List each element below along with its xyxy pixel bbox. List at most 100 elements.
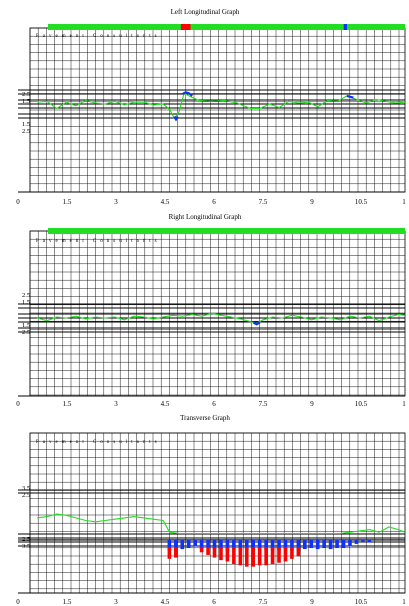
x-tick-label: 1 (402, 400, 406, 408)
depth-bar-blue (335, 540, 339, 548)
chart-title: Left Longitudinal Graph (171, 8, 240, 16)
profile-line (37, 513, 406, 535)
x-tick-label: 10.5 (355, 400, 368, 408)
x-tick-label: 3 (114, 198, 118, 206)
x-tick-label: 7.5 (259, 598, 268, 606)
depth-bar-blue (251, 540, 256, 551)
y-label: 1.5 (22, 322, 30, 329)
depth-bar-blue (212, 540, 217, 550)
anomaly-marker (181, 91, 193, 97)
x-tick-label: 3 (114, 598, 118, 606)
x-tick-label: 4.5 (161, 198, 170, 206)
depth-bar-blue (296, 540, 301, 551)
y-label: 2.5 (22, 536, 30, 543)
x-tick-label: 1 (402, 198, 406, 206)
status-bar (48, 24, 405, 30)
depth-bar-red (199, 547, 204, 553)
depth-bar-blue (315, 540, 320, 550)
watermark: Pavement Consultants (36, 34, 161, 39)
y-label: 2.5 (22, 329, 30, 336)
depth-bar-blue (238, 540, 243, 551)
grid (18, 230, 406, 397)
x-tick-label: 7.5 (259, 400, 268, 408)
depth-bar-blue (232, 540, 236, 550)
plot-frame (29, 230, 406, 397)
plot-frame (29, 432, 406, 594)
depth-bar-blue (174, 540, 178, 552)
x-tick-label: 6 (212, 598, 216, 606)
left-longitudinal-panel: Left Longitudinal Graph Pavement Consult… (16, 8, 406, 206)
anomaly-marker (252, 321, 261, 326)
right-longitudinal-panel: Right Longitudinal Graph Pavement Consul… (16, 213, 406, 408)
chart-title: Right Longitudinal Graph (169, 213, 242, 221)
x-tick-label: 10.5 (355, 198, 368, 206)
depth-bar-blue (193, 540, 197, 547)
profile-line (37, 312, 406, 324)
depth-bar-blue (257, 540, 262, 551)
depth-bar-red (174, 547, 178, 558)
status-bar-marker (180, 24, 191, 30)
depth-bar-red (244, 547, 249, 567)
depth-bar-blue (361, 540, 365, 542)
y-label: 2.5 (22, 128, 30, 135)
y-label: 2.5 (22, 91, 30, 98)
depth-bar-blue (264, 540, 268, 551)
x-tick-label: 9 (310, 598, 314, 606)
y-label: 3.5 (22, 485, 30, 492)
depth-bar-red (270, 547, 275, 565)
x-tick-label: 10.5 (355, 598, 368, 606)
x-tick-label: 6 (212, 198, 216, 206)
depth-bar-blue (199, 540, 204, 550)
depth-bar-blue (167, 540, 172, 551)
depth-bar-red (264, 547, 268, 566)
y-label: 1.5 (22, 98, 30, 105)
depth-bar-red (290, 547, 294, 559)
depth-bar-blue (270, 540, 275, 551)
watermark: Pavement Consultants (36, 239, 161, 244)
anomaly-marker (346, 94, 354, 99)
depth-bar-red (219, 547, 223, 561)
depth-bar-red (167, 547, 172, 559)
x-tick-label: 9 (310, 400, 314, 408)
x-tick-label: 1.5 (63, 598, 72, 606)
grid (18, 27, 406, 193)
x-tick-label: 9 (310, 198, 314, 206)
status-bar-marker (343, 24, 347, 30)
depth-bar-red (225, 547, 230, 562)
depth-bar-red (212, 547, 217, 558)
depth-bar-red (277, 547, 281, 563)
depth-bar-blue (354, 540, 359, 544)
depth-bar-blue (225, 540, 230, 551)
x-tick-label: 0 (16, 198, 20, 206)
x-tick-label: 4.5 (161, 400, 170, 408)
x-tick-label: 1 (402, 598, 406, 606)
depth-bar-red (238, 547, 243, 566)
chart-title: Transverse Graph (180, 414, 230, 422)
depth-bar-blue (180, 540, 185, 550)
y-label: 2.5 (22, 292, 30, 299)
depth-bar-blue (283, 540, 288, 550)
y-label: 1.5 (22, 299, 30, 306)
depth-bar-blue (367, 540, 372, 543)
x-tick-label: 0 (16, 598, 20, 606)
x-tick-label: 0 (16, 400, 20, 408)
depth-bar-blue (277, 540, 281, 551)
depth-bar-red (283, 547, 288, 562)
depth-bar-blue (309, 540, 314, 548)
x-tick-label: 1.5 (63, 198, 72, 206)
depth-bar-red (296, 547, 301, 557)
profile-line (37, 92, 406, 120)
depth-bar-blue (348, 540, 352, 547)
x-tick-label: 1.5 (63, 400, 72, 408)
grid (18, 432, 406, 594)
x-tick-label: 7.5 (259, 198, 268, 206)
depth-bar-blue (290, 540, 294, 551)
depth-bar-blue (322, 540, 326, 548)
x-tick-label: 3 (114, 400, 118, 408)
depth-bar-red (257, 547, 262, 566)
depth-bar-blue (328, 540, 333, 550)
depth-bar-red (232, 547, 236, 565)
depth-bar-blue (244, 540, 249, 551)
depth-bar-blue (303, 540, 307, 550)
